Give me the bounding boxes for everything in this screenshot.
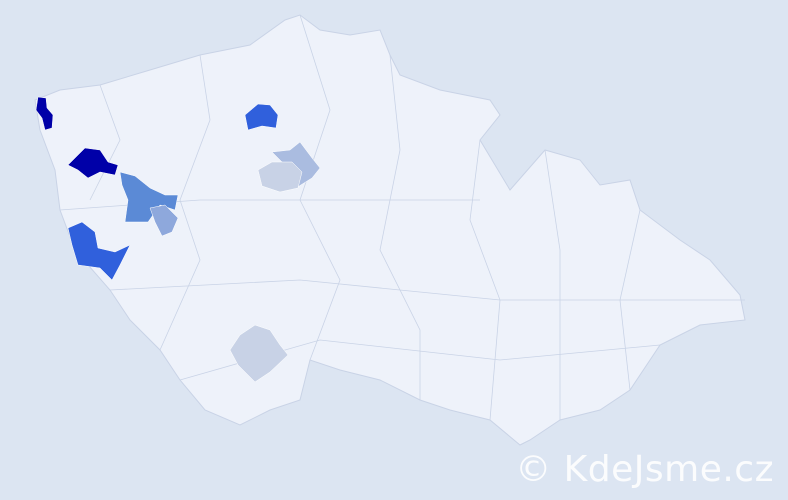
highlighted-district[interactable] [244,103,279,131]
country-outline [34,14,746,446]
highlighted-district[interactable] [229,324,289,383]
highlighted-district[interactable] [67,147,119,179]
highlighted-district[interactable] [35,96,54,131]
highlighted-district[interactable] [67,221,131,281]
watermark: © KdeJsme.cz [515,449,774,490]
highlighted-district[interactable] [257,161,303,193]
district-borders [59,14,745,421]
highlighted-district[interactable] [149,204,179,237]
